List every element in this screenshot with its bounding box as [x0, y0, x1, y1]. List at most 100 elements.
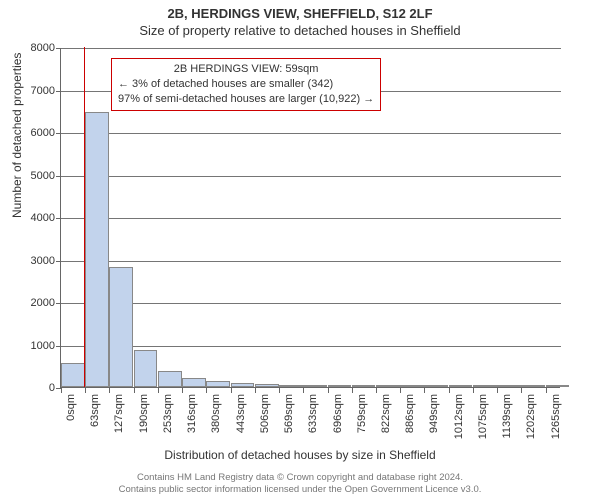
- y-tick-label: 4000: [5, 212, 55, 224]
- histogram-bar: [85, 112, 109, 387]
- y-tick: [56, 303, 61, 304]
- x-tick-label: 696sqm: [332, 394, 344, 433]
- x-tick-label: 190sqm: [138, 394, 150, 433]
- x-tick: [303, 388, 304, 393]
- x-tick-label: 380sqm: [210, 394, 222, 433]
- y-tick: [56, 346, 61, 347]
- y-tick-label: 6000: [5, 127, 55, 139]
- histogram-bar: [303, 385, 327, 387]
- gridline: [61, 303, 561, 304]
- footer-attribution: Contains HM Land Registry data © Crown c…: [0, 472, 600, 496]
- y-tick-label: 0: [5, 382, 55, 394]
- x-tick-label: 63sqm: [89, 394, 101, 427]
- annotation-line: ← 3% of detached houses are smaller (342…: [118, 77, 374, 92]
- y-tick: [56, 48, 61, 49]
- gridline: [61, 133, 561, 134]
- gridline: [61, 346, 561, 347]
- x-tick: [376, 388, 377, 393]
- x-tick: [182, 388, 183, 393]
- x-tick: [158, 388, 159, 393]
- x-tick-label: 0sqm: [65, 394, 77, 421]
- x-tick: [424, 388, 425, 393]
- x-tick: [400, 388, 401, 393]
- x-tick-label: 506sqm: [259, 394, 271, 433]
- x-tick-label: 127sqm: [113, 394, 125, 433]
- x-tick: [61, 388, 62, 393]
- y-tick-label: 1000: [5, 340, 55, 352]
- x-tick-label: 1012sqm: [453, 394, 465, 439]
- x-tick: [521, 388, 522, 393]
- x-tick-label: 253sqm: [162, 394, 174, 433]
- histogram-bar: [255, 384, 279, 387]
- histogram-bar: [158, 371, 182, 387]
- x-tick-label: 759sqm: [356, 394, 368, 433]
- gridline: [61, 261, 561, 262]
- x-tick: [255, 388, 256, 393]
- histogram-bar: [231, 383, 255, 387]
- x-tick: [279, 388, 280, 393]
- histogram-bar: [61, 363, 85, 387]
- x-tick-label: 316sqm: [186, 394, 198, 433]
- histogram-bar: [206, 381, 230, 387]
- annotation-line: 97% of semi-detached houses are larger (…: [118, 92, 374, 107]
- chart-title-block: 2B, HERDINGS VIEW, SHEFFIELD, S12 2LF Si…: [0, 0, 600, 38]
- x-tick-label: 949sqm: [428, 394, 440, 433]
- histogram-bar: [521, 385, 545, 387]
- y-tick: [56, 261, 61, 262]
- x-tick: [546, 388, 547, 393]
- histogram-bar: [328, 385, 352, 387]
- histogram-bar: [352, 385, 376, 387]
- y-tick-label: 2000: [5, 297, 55, 309]
- y-tick-label: 7000: [5, 85, 55, 97]
- histogram-bar: [424, 385, 448, 387]
- histogram-bar: [497, 385, 521, 387]
- histogram-plot: 0100020003000400050006000700080000sqm63s…: [60, 48, 560, 388]
- x-tick: [231, 388, 232, 393]
- footer-line2: Contains public sector information licen…: [0, 484, 600, 496]
- gridline: [61, 176, 561, 177]
- y-tick: [56, 133, 61, 134]
- chart-area: 0100020003000400050006000700080000sqm63s…: [60, 48, 560, 388]
- histogram-bar: [400, 385, 424, 387]
- x-tick: [473, 388, 474, 393]
- y-tick: [56, 218, 61, 219]
- x-tick: [109, 388, 110, 393]
- x-tick: [497, 388, 498, 393]
- histogram-bar: [376, 385, 400, 387]
- x-tick: [449, 388, 450, 393]
- chart-subtitle: Size of property relative to detached ho…: [0, 23, 600, 38]
- histogram-bar: [546, 385, 570, 387]
- histogram-bar: [109, 267, 133, 387]
- histogram-bar: [279, 385, 303, 387]
- x-tick-label: 633sqm: [307, 394, 319, 433]
- x-tick: [328, 388, 329, 393]
- x-tick: [85, 388, 86, 393]
- x-tick-label: 1202sqm: [525, 394, 537, 439]
- x-tick: [352, 388, 353, 393]
- gridline: [61, 218, 561, 219]
- annotation-line: 2B HERDINGS VIEW: 59sqm: [118, 62, 374, 77]
- x-axis-label: Distribution of detached houses by size …: [0, 448, 600, 462]
- x-tick: [134, 388, 135, 393]
- x-tick: [206, 388, 207, 393]
- histogram-bar: [182, 378, 206, 387]
- property-marker-line: [84, 47, 86, 387]
- y-tick-label: 3000: [5, 255, 55, 267]
- annotation-box: 2B HERDINGS VIEW: 59sqm← 3% of detached …: [111, 58, 381, 111]
- x-tick-label: 569sqm: [283, 394, 295, 433]
- x-tick-label: 1139sqm: [501, 394, 513, 438]
- chart-title-address: 2B, HERDINGS VIEW, SHEFFIELD, S12 2LF: [0, 6, 600, 21]
- x-tick-label: 886sqm: [404, 394, 416, 433]
- histogram-bar: [134, 350, 158, 387]
- gridline: [61, 48, 561, 49]
- x-tick-label: 1075sqm: [477, 394, 489, 439]
- y-tick-label: 5000: [5, 170, 55, 182]
- footer-line1: Contains HM Land Registry data © Crown c…: [0, 472, 600, 484]
- y-tick: [56, 176, 61, 177]
- y-tick: [56, 91, 61, 92]
- x-tick-label: 822sqm: [380, 394, 392, 433]
- y-tick-label: 8000: [5, 42, 55, 54]
- histogram-bar: [473, 385, 497, 387]
- x-tick-label: 1265sqm: [550, 394, 562, 439]
- histogram-bar: [449, 385, 473, 387]
